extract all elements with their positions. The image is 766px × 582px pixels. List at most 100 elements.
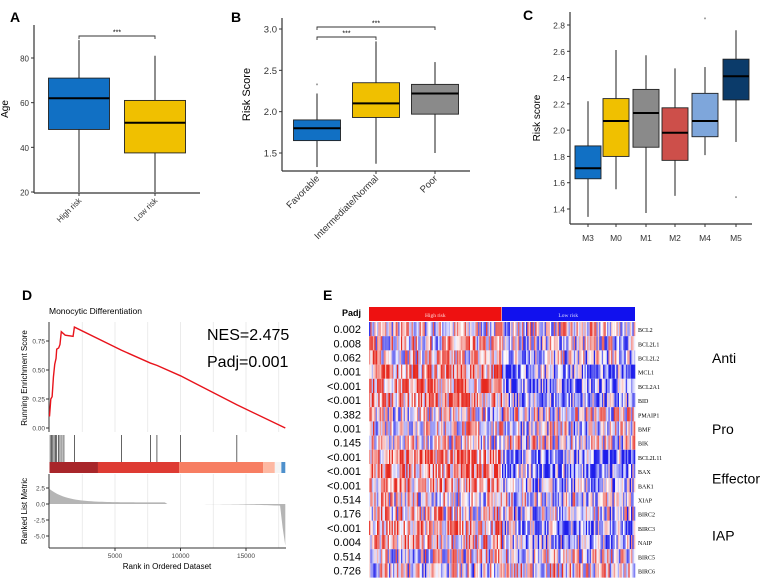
heatmap-cell: [507, 464, 509, 479]
heatmap-cell: [479, 336, 482, 351]
group-bar-low-risk: [502, 307, 635, 321]
heatmap-cell: [581, 535, 584, 550]
heatmap-cell: [476, 449, 479, 464]
heatmap-cell: [390, 336, 392, 351]
heatmap-cell: [399, 364, 402, 379]
heatmap-cell: [519, 506, 521, 521]
heatmap-cell: [410, 322, 412, 337]
heatmap-cell: [463, 449, 466, 464]
heatmap-cell: [482, 506, 484, 521]
heatmap-cell: [375, 549, 378, 564]
row-group-label: Anti: [712, 350, 736, 366]
heatmap-cell: [623, 407, 625, 422]
heatmap-cell: [627, 435, 629, 450]
heatmap-cell: [459, 492, 462, 507]
heatmap-cell: [463, 393, 466, 408]
heatmap-cell: [509, 549, 512, 564]
heatmap-cell: [513, 393, 516, 408]
heatmap-cell: [407, 322, 410, 337]
heatmap-cell: [541, 520, 544, 535]
heatmap-cell: [382, 449, 384, 464]
heatmap-cell: [535, 563, 537, 578]
heatmap-cell: [601, 563, 604, 578]
heatmap-cell: [576, 549, 579, 564]
heatmap-cell: [470, 478, 472, 493]
heatmap-cell: [499, 322, 501, 337]
heatmap-cell: [468, 350, 471, 365]
heatmap-cell: [512, 535, 515, 550]
heatmap-cell: [456, 393, 459, 408]
heatmap-cell: [577, 350, 580, 365]
panel-label-c: C: [523, 7, 533, 23]
heatmap-cell: [472, 378, 475, 393]
heatmap-cell: [620, 407, 622, 422]
heatmap-cell: [436, 364, 439, 379]
heatmap-cell: [424, 378, 427, 393]
heatmap-cell: [621, 549, 624, 564]
heatmap-cell: [436, 336, 439, 351]
heatmap-cell: [529, 407, 532, 422]
heatmap-cell: [529, 421, 532, 436]
heatmap-cell: [444, 393, 447, 408]
heatmap-cell: [585, 407, 588, 422]
heatmap-cell: [488, 535, 491, 550]
heatmap-cell: [439, 322, 442, 337]
heatmap-cell: [548, 492, 551, 507]
heatmap-cell: [495, 549, 497, 564]
heatmap-cell: [627, 520, 629, 535]
heatmap-cell: [443, 549, 446, 564]
heatmap-cell: [387, 322, 390, 337]
heatmap-cell: [464, 350, 467, 365]
heatmap-cell: [479, 378, 482, 393]
heatmap-cell: [568, 464, 571, 479]
heatmap-cell: [447, 393, 450, 408]
heatmap-cell: [444, 364, 447, 379]
heatmap-cell: [625, 506, 628, 521]
heatmap-cell: [621, 506, 624, 521]
heatmap-cell: [596, 364, 599, 379]
heatmap-cell: [474, 520, 476, 535]
heatmap-cell: [456, 478, 459, 493]
heatmap-cell: [579, 478, 581, 493]
heatmap-cell: [431, 364, 434, 379]
heatmap-cell: [633, 407, 636, 422]
heatmap-cell: [431, 407, 434, 422]
heatmap-cell: [396, 506, 399, 521]
heatmap-cell: [563, 506, 565, 521]
heatmap-cell: [523, 449, 525, 464]
heatmap-cell: [509, 322, 512, 337]
heatmap-cell: [420, 364, 423, 379]
heatmap-cell: [454, 378, 456, 393]
heatmap-cell: [607, 535, 609, 550]
heatmap-cell: [567, 478, 569, 493]
heatmap-cell: [631, 421, 633, 436]
heatmap-cell: [444, 506, 447, 521]
heatmap-cell: [440, 549, 443, 564]
heatmap-cell: [528, 563, 531, 578]
heatmap-cell: [525, 350, 528, 365]
heatmap-cell: [448, 563, 451, 578]
heatmap-cell: [603, 506, 605, 521]
heatmap-cell: [455, 421, 458, 436]
heatmap-cell: [623, 421, 625, 436]
heatmap-cell: [476, 336, 479, 351]
heatmap-cell: [568, 378, 571, 393]
heatmap-cell: [567, 322, 569, 337]
heatmap-cell: [415, 393, 418, 408]
heatmap-cell: [446, 322, 448, 337]
heatmap-cell: [478, 520, 480, 535]
heatmap-cell: [383, 393, 386, 408]
heatmap-cell: [451, 407, 454, 422]
heatmap-cell: [406, 478, 408, 493]
heatmap-cell: [382, 535, 384, 550]
heatmap-cell: [543, 393, 545, 408]
heatmap-cell: [541, 506, 544, 521]
heatmap-cell: [500, 393, 503, 408]
heatmap-cell: [527, 563, 529, 578]
heatmap-cell: [500, 478, 503, 493]
heatmap-cell: [436, 421, 439, 436]
heatmap-cell: [632, 464, 634, 479]
heatmap-cell: [482, 449, 484, 464]
heatmap-cell: [520, 563, 523, 578]
heatmap-cell: [503, 492, 505, 507]
